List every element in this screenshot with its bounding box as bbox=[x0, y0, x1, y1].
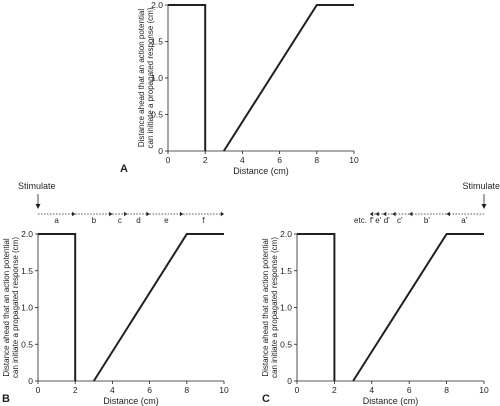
propagation-arrow-head bbox=[124, 211, 128, 217]
y-tick-label: 0.5 bbox=[21, 339, 33, 349]
x-tick-label: 0 bbox=[36, 385, 41, 395]
y-tick-label: 0 bbox=[28, 376, 33, 386]
chart-panel-a: 0 2 4 6 8 10 0 0.5 1.0 1.5 2.0 Distance (cm) Distanc… bbox=[120, 0, 359, 176]
propagation-segment-label: d' bbox=[384, 216, 390, 225]
panel-label: B bbox=[2, 393, 10, 405]
x-tick-label: 8 bbox=[444, 385, 449, 395]
y-tick-label: 1.0 bbox=[151, 73, 163, 83]
chart-panel-b: 0 2 4 6 8 10 0 0.5 1.0 1.5 2.0 Distance (cm) Distanc… bbox=[2, 181, 229, 406]
propagation-arrow-head bbox=[369, 211, 374, 217]
propagation-arrow-head bbox=[220, 211, 224, 217]
propagation-segment-label: c' bbox=[397, 216, 403, 225]
y-axis-label-line: Distance ahead that an action potential bbox=[261, 238, 270, 377]
y-tick-label: 1.0 bbox=[280, 303, 292, 313]
y-tick-label: 0.5 bbox=[280, 339, 292, 349]
x-axis-label: Distance (cm) bbox=[363, 396, 419, 406]
x-tick-label: 0 bbox=[166, 155, 171, 165]
propagation-arrow-head bbox=[109, 211, 113, 217]
propagation-segment-label: b' bbox=[424, 216, 430, 225]
y-axis-label-line: can initiate a propagated response (cm) bbox=[11, 237, 20, 378]
x-tick-label: 8 bbox=[184, 385, 189, 395]
series-line-2 bbox=[222, 4, 354, 152]
propagation-segment-label: a' bbox=[461, 216, 467, 225]
y-tick-label: 2.0 bbox=[151, 0, 163, 10]
x-tick-label: 10 bbox=[349, 155, 359, 165]
x-tick-label: 2 bbox=[203, 155, 208, 165]
stimulate-arrow-head bbox=[35, 204, 41, 209]
propagation-segment-label: e' bbox=[375, 216, 381, 225]
y-tick-label: 0.5 bbox=[151, 110, 163, 120]
propagation-arrow-head bbox=[446, 211, 450, 217]
propagation-segment-label: c bbox=[118, 216, 122, 225]
x-tick-label: 4 bbox=[240, 155, 245, 165]
series-line-1 bbox=[38, 233, 77, 381]
y-tick-label: 2.0 bbox=[280, 229, 292, 239]
panel-label: C bbox=[262, 393, 270, 405]
propagation-arrow-head bbox=[179, 211, 184, 217]
y-axis-label-line: can initiate a propagated response (cm) bbox=[270, 237, 279, 378]
propagation-segment-label: d bbox=[136, 216, 140, 225]
y-axis-label-line: Distance ahead that an action potential bbox=[2, 238, 11, 377]
propagation-segment-label: a bbox=[54, 216, 59, 225]
series-line-1 bbox=[168, 4, 207, 151]
chart-panel-c: 0 2 4 6 8 10 0 0.5 1.0 1.5 2.0 Distance (cm) Distanc… bbox=[261, 181, 500, 406]
x-tick-label: 2 bbox=[332, 385, 337, 395]
y-tick-label: 1.5 bbox=[280, 266, 292, 276]
propagation-segment-label: f bbox=[202, 216, 205, 225]
stimulate-arrow-head bbox=[481, 204, 487, 209]
x-tick-label: 6 bbox=[147, 385, 152, 395]
x-tick-label: 4 bbox=[369, 385, 374, 395]
propagation-arrow-head bbox=[375, 211, 379, 217]
series-line-1 bbox=[297, 233, 336, 381]
x-tick-label: 0 bbox=[295, 385, 300, 395]
y-tick-label: 0 bbox=[287, 376, 292, 386]
series-line-2 bbox=[352, 233, 484, 382]
y-axis-label-line: can initiate a propagated response (cm) bbox=[146, 7, 155, 148]
x-tick-label: 4 bbox=[110, 385, 115, 395]
x-tick-label: 2 bbox=[73, 385, 78, 395]
propagation-arrow-head bbox=[392, 211, 396, 217]
propagation-segment-label: f' bbox=[370, 216, 374, 225]
y-tick-label: 0 bbox=[158, 146, 163, 156]
x-tick-label: 6 bbox=[277, 155, 282, 165]
x-tick-label: 8 bbox=[314, 155, 319, 165]
x-axis-label: Distance (cm) bbox=[233, 166, 289, 176]
x-tick-label: 10 bbox=[219, 385, 229, 395]
panel-label: A bbox=[120, 163, 128, 175]
y-tick-label: 1.5 bbox=[151, 37, 163, 47]
propagation-segment-label: e bbox=[164, 216, 169, 225]
series-line-2 bbox=[92, 233, 224, 382]
propagation-arrow-head bbox=[146, 211, 150, 217]
stimulate-label: Stimulate bbox=[462, 181, 500, 191]
y-tick-label: 1.5 bbox=[21, 266, 33, 276]
propagation-arrow-head bbox=[383, 211, 387, 217]
stimulate-label: Stimulate bbox=[18, 181, 56, 191]
propagation-segment-label: b bbox=[92, 216, 97, 225]
y-tick-label: 1.0 bbox=[21, 303, 33, 313]
x-tick-label: 6 bbox=[407, 385, 412, 395]
y-axis-label-line: Distance ahead that an action potential bbox=[137, 9, 146, 148]
x-tick-label: 10 bbox=[479, 385, 489, 395]
propagation-arrow-head bbox=[72, 211, 76, 217]
x-axis-label: Distance (cm) bbox=[103, 396, 159, 406]
propagation-arrow-head bbox=[409, 211, 413, 217]
y-tick-label: 2.0 bbox=[21, 229, 33, 239]
propagation-tail-label: etc. bbox=[354, 216, 367, 225]
